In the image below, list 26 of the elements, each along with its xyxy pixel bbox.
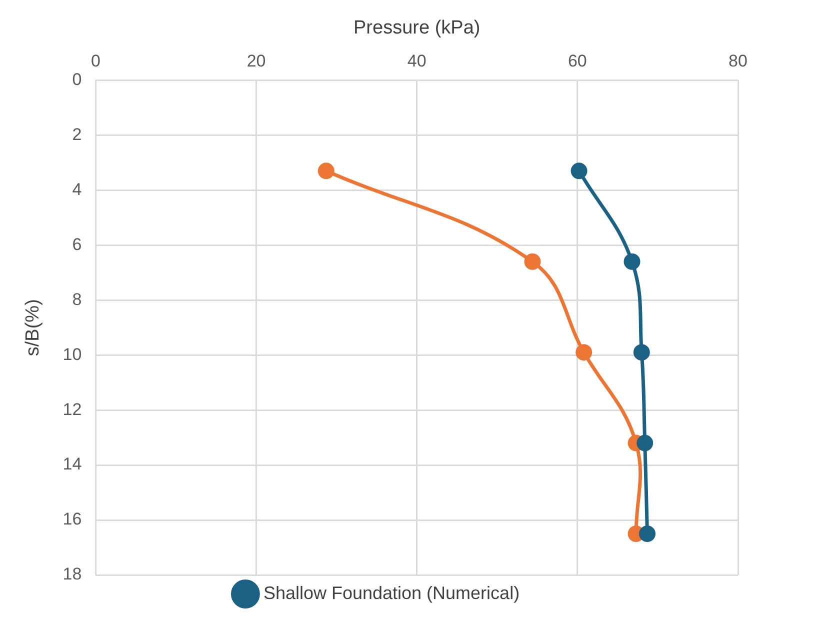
y-tick-label: 2 <box>72 124 82 144</box>
point <box>576 344 592 361</box>
point <box>570 162 588 180</box>
y-tick-label: 8 <box>72 290 82 309</box>
point <box>524 253 541 270</box>
point <box>624 253 640 270</box>
y-tick-label: 12 <box>62 400 82 419</box>
y-tick-label: 18 <box>62 564 82 584</box>
x-tick-label: 0 <box>90 52 100 71</box>
y-tick-label: 4 <box>72 180 82 199</box>
x-tick-label: 80 <box>728 52 748 71</box>
point <box>639 526 656 542</box>
point <box>636 434 654 452</box>
y-axis-title: s/B(%) <box>22 299 44 356</box>
y-tick-label: 0 <box>72 70 82 89</box>
x-tick-label: 20 <box>246 52 266 71</box>
point <box>318 162 334 180</box>
y-tick-label: 10 <box>62 344 82 364</box>
x-tick-label: 60 <box>568 52 587 71</box>
legend-label: Shallow Foundation (Numerical) <box>263 582 520 603</box>
x-tick-label: 40 <box>407 52 426 71</box>
y-tick-label: 14 <box>62 454 82 474</box>
y-tick-label: 16 <box>62 510 82 529</box>
point <box>633 344 650 361</box>
x-axis-title: Pressure (kPa) <box>354 18 480 39</box>
y-tick-label: 6 <box>72 234 82 254</box>
